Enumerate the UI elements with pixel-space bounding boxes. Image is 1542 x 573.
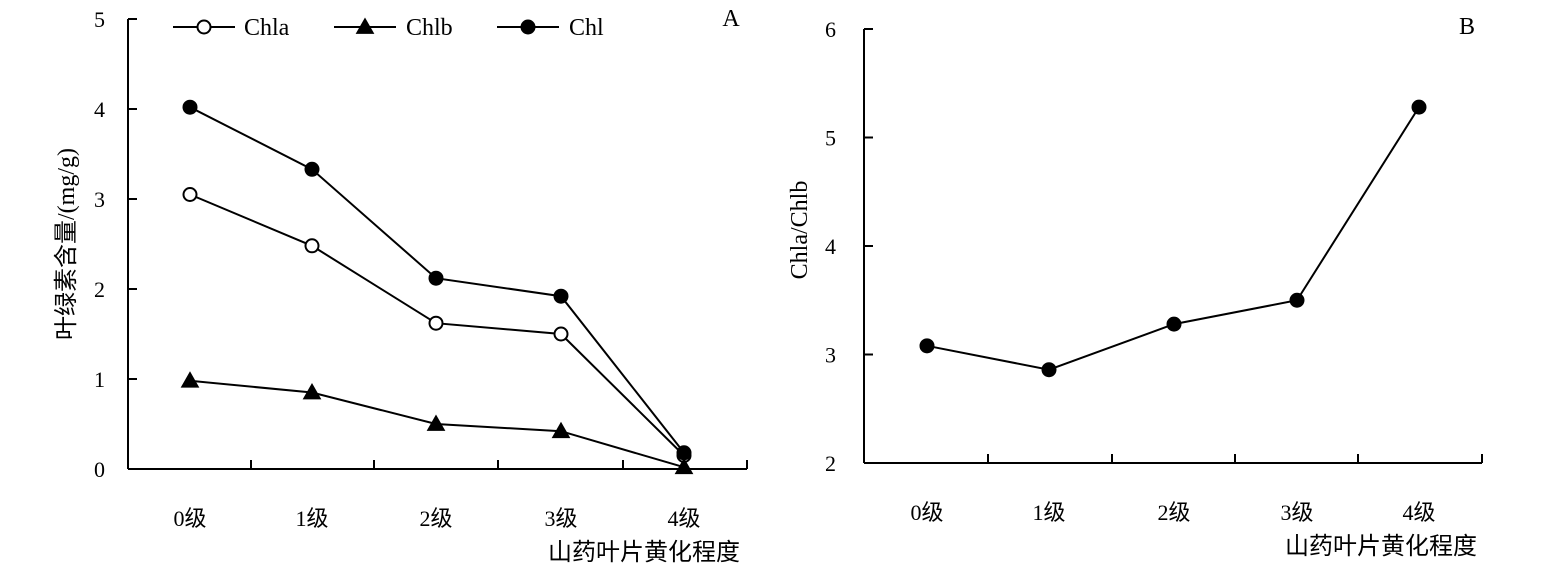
x-tick-label: 0级 bbox=[173, 506, 206, 531]
legend-label: Chlb bbox=[406, 15, 453, 41]
x-tick-label: 1级 bbox=[295, 506, 328, 531]
x-axis-title-b: 山药叶片黄化程度 bbox=[1285, 533, 1477, 560]
data-point bbox=[1411, 99, 1427, 115]
y-tick-label: 0 bbox=[94, 457, 105, 482]
y-tick-label: 2 bbox=[94, 277, 105, 302]
data-point bbox=[1289, 292, 1305, 308]
data-point bbox=[302, 382, 322, 400]
legend-marker bbox=[520, 19, 536, 35]
y-tick-label: 1 bbox=[94, 367, 105, 392]
series-chl bbox=[182, 99, 692, 461]
data-point bbox=[182, 99, 198, 115]
legend-item-chla: Chla bbox=[173, 15, 290, 41]
x-tick-label: 2级 bbox=[1157, 500, 1190, 525]
data-point bbox=[674, 457, 694, 475]
legend-item-chlb: Chlb bbox=[334, 15, 453, 41]
data-point bbox=[919, 338, 935, 354]
y-tick-label: 6 bbox=[825, 17, 836, 42]
chart-panel-a: A 山药叶片黄化程度 叶绿素含量/(mg/g) 0 1 2 3 4 5 0级 1级 2级 3级 4级… bbox=[53, 6, 748, 566]
panel-label-b: B bbox=[1459, 14, 1475, 40]
y-tick-label: 4 bbox=[94, 97, 105, 122]
data-point bbox=[426, 414, 446, 431]
data-point bbox=[428, 270, 444, 286]
x-tick-label: 0级 bbox=[910, 500, 943, 525]
data-point bbox=[304, 161, 320, 177]
x-tick-label: 4级 bbox=[1402, 500, 1435, 525]
y-tick-label: 5 bbox=[94, 7, 105, 32]
legend-item-chl: Chl bbox=[497, 15, 604, 41]
series-chlb bbox=[180, 371, 694, 475]
data-point bbox=[1041, 362, 1057, 378]
data-point bbox=[551, 421, 571, 439]
data-point bbox=[428, 315, 444, 331]
y-axis-title-a: 叶绿素含量/(mg/g) bbox=[53, 148, 80, 340]
x-axis-title-a: 山药叶片黄化程度 bbox=[548, 539, 740, 566]
x-tick-label: 4级 bbox=[667, 506, 700, 531]
chart-panel-b: B 山药叶片黄化程度 Chla/Chlb 2 3 4 5 6 0级 1级 2级 3级 4级 bbox=[787, 14, 1483, 560]
data-point bbox=[182, 187, 198, 202]
y-tick-label: 4 bbox=[825, 234, 836, 259]
y-tick-label: 3 bbox=[825, 343, 836, 368]
x-tick-label: 3级 bbox=[544, 506, 577, 531]
data-point bbox=[676, 445, 692, 461]
y-axis-title-b: Chla/Chlb bbox=[787, 181, 813, 280]
data-point bbox=[304, 238, 320, 254]
series-ratio bbox=[919, 99, 1427, 378]
data-point bbox=[553, 326, 569, 342]
data-point bbox=[553, 288, 569, 304]
x-tick-label: 3级 bbox=[1280, 500, 1313, 525]
y-tick-label: 3 bbox=[94, 187, 105, 212]
x-tick-label: 2级 bbox=[419, 506, 452, 531]
legend-label: Chla bbox=[244, 15, 290, 41]
legend-marker bbox=[355, 17, 375, 34]
panel-label-a: A bbox=[722, 6, 740, 32]
y-tick-label: 2 bbox=[825, 451, 836, 476]
legend-marker bbox=[196, 19, 212, 35]
data-point bbox=[1166, 316, 1182, 332]
x-tick-label: 1级 bbox=[1032, 500, 1065, 525]
data-point bbox=[180, 371, 200, 388]
legend-label: Chl bbox=[569, 15, 604, 41]
y-tick-label: 5 bbox=[825, 126, 836, 151]
